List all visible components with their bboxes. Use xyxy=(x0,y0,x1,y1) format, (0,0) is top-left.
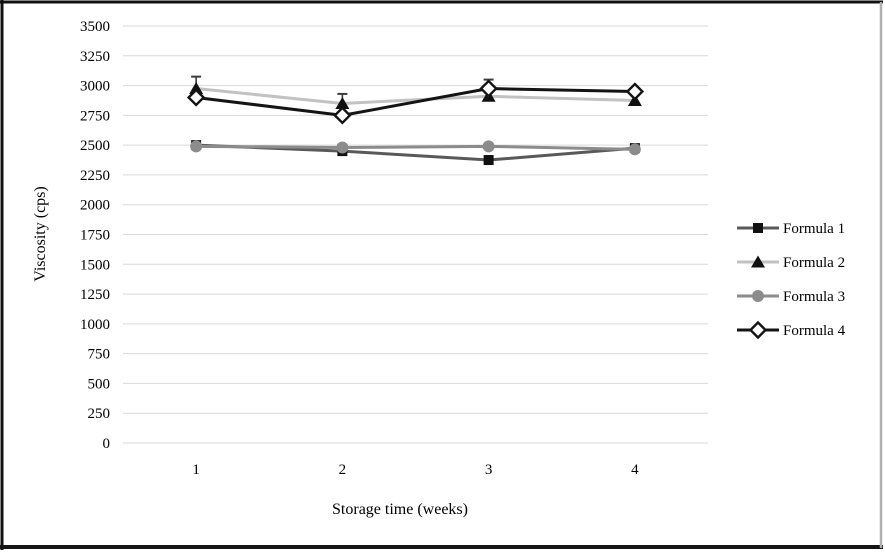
legend-marker-formula-1 xyxy=(753,223,763,233)
marker-formula-3 xyxy=(628,143,641,156)
marker-formula-3 xyxy=(336,141,349,154)
x-tick-label: 3 xyxy=(485,462,493,478)
marker-formula-4 xyxy=(479,79,498,98)
series-formula-1 xyxy=(191,140,640,166)
x-tick-label: 1 xyxy=(192,462,200,478)
series-line-formula-3 xyxy=(196,144,635,151)
marker-formula-2 xyxy=(189,82,204,95)
y-tick-label: 1250 xyxy=(80,287,110,303)
y-tick-label: 2000 xyxy=(80,198,110,214)
marker-formula-4 xyxy=(186,88,206,107)
y-tick-label: 2250 xyxy=(80,168,110,184)
y-tick-label: 750 xyxy=(88,347,111,363)
marker-formula-2 xyxy=(335,96,350,109)
series-formula-3 xyxy=(190,140,641,156)
y-tick-label: 1000 xyxy=(80,317,110,333)
y-tick-label: 2750 xyxy=(80,108,110,124)
gridlines xyxy=(123,25,708,444)
marker-formula-3 xyxy=(190,140,203,153)
y-axis-tick-labels: 0 250 500 750 1000 1250 1500 1750 2000 2250 2500 27… xyxy=(80,19,110,452)
x-tick-label: 2 xyxy=(339,462,347,478)
legend-label: Formula 4 xyxy=(783,323,846,339)
data-series xyxy=(186,75,645,166)
y-tick-label: 0 xyxy=(103,436,111,452)
legend-label: Formula 1 xyxy=(783,221,845,237)
y-tick-label: 250 xyxy=(88,406,111,422)
legend-label: Formula 2 xyxy=(783,255,845,271)
series-formula-4 xyxy=(186,79,645,125)
y-tick-label: 500 xyxy=(88,376,111,392)
marker-formula-4 xyxy=(625,82,645,101)
legend-item-formula-4: Formula 4 xyxy=(737,320,846,340)
y-tick-label: 2500 xyxy=(80,138,110,154)
series-line-formula-4 xyxy=(195,87,635,117)
legend-item-formula-3: Formula 3 xyxy=(737,289,845,305)
y-tick-label: 3500 xyxy=(80,19,110,35)
series-line-formula-2 xyxy=(195,87,635,105)
y-tick-label: 3000 xyxy=(80,79,110,95)
marker-formula-4 xyxy=(333,106,352,125)
y-tick-label: 3250 xyxy=(80,49,110,65)
marker-formula-3 xyxy=(482,140,495,153)
legend: Formula 1 Formula 2 Formula 3 Formula 4 xyxy=(737,221,846,340)
x-axis-title: Storage time (weeks) xyxy=(332,501,468,518)
y-tick-label: 1500 xyxy=(80,257,110,273)
legend-label: Formula 3 xyxy=(783,289,845,305)
legend-item-formula-1: Formula 1 xyxy=(737,221,845,237)
legend-item-formula-2: Formula 2 xyxy=(737,255,845,271)
x-tick-label: 4 xyxy=(631,462,639,478)
y-tick-label: 1750 xyxy=(80,228,110,244)
legend-marker-formula-3 xyxy=(752,290,764,302)
legend-marker-formula-4 xyxy=(748,320,768,340)
legend-marker-formula-2 xyxy=(751,255,765,268)
x-axis-tick-labels: 1 2 3 4 xyxy=(192,462,639,478)
marker-formula-1 xyxy=(483,155,494,166)
y-axis-title: Viscosity (cps) xyxy=(32,186,49,281)
